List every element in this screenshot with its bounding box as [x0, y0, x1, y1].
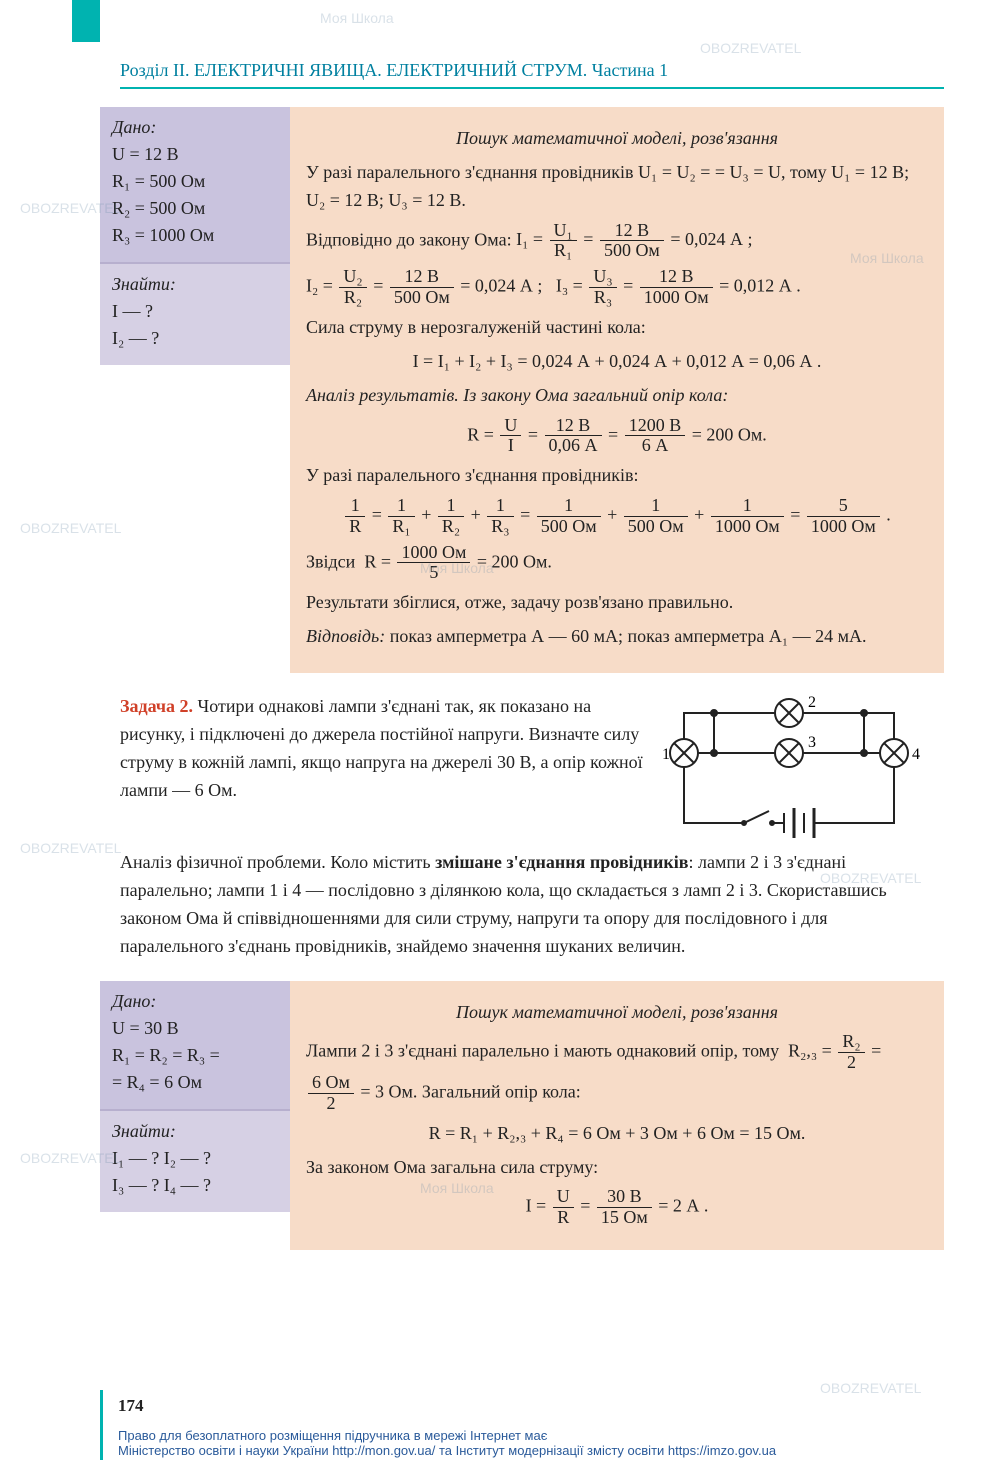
answer-line: Відповідь: показ амперметра А — 60 мА; п…	[306, 623, 928, 651]
lamp-label-3: 3	[808, 734, 816, 751]
given-line: U = 12 В	[112, 144, 278, 165]
footer-line-2: Міністерство освіти і науки України http…	[118, 1443, 776, 1458]
equation-line: I = I₁ + I₂ + I₃ = 0,024 А + 0,024 А + 0…	[306, 348, 928, 376]
equation-line: Відповідно до закону Ома: I₁ = U₁R₁ = 12…	[306, 221, 928, 262]
watermark: OBOZREVATEL	[820, 1380, 921, 1396]
solution-text: У разі паралельного з'єднання провідникі…	[306, 462, 928, 490]
find-line: I — ?	[112, 301, 278, 322]
find-label: Знайти:	[112, 274, 278, 295]
given-line: R₃ = 1000 Ом	[112, 225, 278, 246]
margin-rule	[100, 1390, 103, 1460]
solution-text: Результати збіглися, отже, задачу розв'я…	[306, 589, 928, 617]
given-label: Дано:	[112, 117, 278, 138]
analysis-paragraph: Аналіз фізичної проблеми. Коло містить з…	[120, 849, 924, 961]
given-line: R₁ = R₂ = R₃ =	[112, 1045, 278, 1066]
given-line: U = 30 В	[112, 1018, 278, 1039]
chapter-header: Розділ II. ЕЛЕКТРИЧНІ ЯВИЩА. ЕЛЕКТРИЧНИЙ…	[120, 60, 944, 89]
lamp-label-1: 1	[662, 746, 670, 763]
find-label: Знайти:	[112, 1121, 278, 1142]
solution-title: Пошук математичної моделі, розв'язання	[306, 999, 928, 1027]
footer-line-1: Право для безоплатного розміщення підруч…	[118, 1428, 776, 1443]
find-line: I₁ — ? I₂ — ?	[112, 1148, 278, 1169]
equation-line: I₂ = U₂R₂ = 12 В500 Ом = 0,024 А ; I₃ = …	[306, 267, 928, 308]
analysis-label: Аналіз фізичної проблеми.	[120, 852, 326, 872]
analysis-bold: змішане з'єднання провідників	[435, 852, 688, 872]
problem-box-2: Дано: U = 30 В R₁ = R₂ = R₃ = = R₄ = 6 О…	[100, 981, 944, 1250]
problem-box-1: Дано: U = 12 В R₁ = 500 Ом R₂ = 500 Ом R…	[100, 107, 944, 673]
footer: Право для безоплатного розміщення підруч…	[118, 1428, 776, 1458]
given-label: Дано:	[112, 991, 278, 1012]
task-2: 1 2 3 4 Задача 2. Чотири однакові лампи …	[120, 693, 924, 805]
equation-line: R = R₁ + R₂,₃ + R₄ = 6 Ом + 3 Ом + 6 Ом …	[306, 1120, 928, 1148]
find-block-2: Знайти: I₁ — ? I₂ — ? I₃ — ? I₄ — ?	[100, 1111, 290, 1212]
solution-column-1: Пошук математичної моделі, розв'язання У…	[290, 107, 944, 673]
task-label: Задача 2.	[120, 696, 193, 716]
solution-title: Пошук математичної моделі, розв'язання	[306, 125, 928, 153]
page-content: Розділ II. ЕЛЕКТРИЧНІ ЯВИЩА. ЕЛЕКТРИЧНИЙ…	[0, 0, 1004, 1310]
solution-column-2: Пошук математичної моделі, розв'язання Л…	[290, 981, 944, 1250]
circuit-diagram: 1 2 3 4	[654, 693, 924, 843]
equation-line: Звідси R = 1000 Ом5 = 200 Ом.	[306, 543, 928, 584]
lamp-label-2: 2	[808, 694, 816, 711]
lamp-label-4: 4	[912, 746, 920, 763]
given-line: R₁ = 500 Ом	[112, 171, 278, 192]
solution-text: Аналіз результатів. Із закону Ома загаль…	[306, 382, 928, 410]
eq-text: Відповідно до закону Ома:	[306, 229, 512, 249]
equation-line: I = UR = 30 В15 Ом = 2 А .	[306, 1187, 928, 1228]
solution-text: У разі паралельного з'єднання провідникі…	[306, 159, 928, 215]
given-line: R₂ = 500 Ом	[112, 198, 278, 219]
find-block-1: Знайти: I — ? I₂ — ?	[100, 264, 290, 365]
equation-line: Лампи 2 і 3 з'єднані паралельно і мають …	[306, 1032, 928, 1113]
eq-I1: I₁ = U₁R₁ = 12 В500 Ом = 0,024 А ;	[516, 229, 752, 249]
solution-text: За законом Ома загальна сила струму:	[306, 1154, 928, 1182]
page-number: 174	[118, 1396, 144, 1416]
given-column-1: Дано: U = 12 В R₁ = 500 Ом R₂ = 500 Ом R…	[100, 107, 290, 673]
find-line: I₃ — ? I₄ — ?	[112, 1175, 278, 1196]
task-text: Чотири однакові лампи з'єднані так, як п…	[120, 696, 643, 800]
given-block-1: Дано: U = 12 В R₁ = 500 Ом R₂ = 500 Ом R…	[100, 107, 290, 262]
equation-line: 1R = 1R₁ + 1R₂ + 1R₃ = 1500 Ом + 1500 Ом…	[306, 496, 928, 537]
given-block-2: Дано: U = 30 В R₁ = R₂ = R₃ = = R₄ = 6 О…	[100, 981, 290, 1109]
given-line: = R₄ = 6 Ом	[112, 1072, 278, 1093]
equation-line: R = UI = 12 В0,06 А = 1200 В6 А = 200 Ом…	[306, 416, 928, 457]
given-column-2: Дано: U = 30 В R₁ = R₂ = R₃ = = R₄ = 6 О…	[100, 981, 290, 1250]
find-line: I₂ — ?	[112, 328, 278, 349]
solution-text: Сила струму в нерозгалуженій частині кол…	[306, 314, 928, 342]
